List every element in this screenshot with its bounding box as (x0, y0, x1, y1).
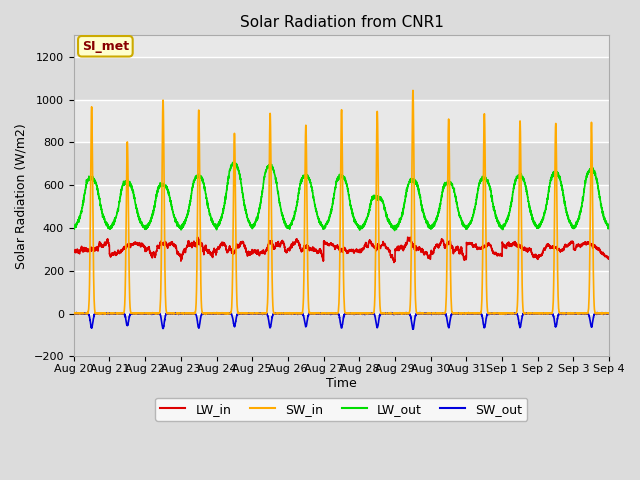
LW_out (321, 223, 329, 229)
X-axis label: Time: Time (326, 377, 357, 390)
LW_in (432, 242, 440, 248)
Title: Solar Radiation from CNR1: Solar Radiation from CNR1 (239, 15, 444, 30)
SW_out (321, 311, 329, 317)
LW_in (605, 256, 613, 262)
LW_in (605, 256, 612, 262)
Line: LW_in: LW_in (74, 237, 609, 263)
LW_out (605, 225, 613, 230)
SW_out (432, 312, 440, 317)
Y-axis label: Solar Radiation (W/m2): Solar Radiation (W/m2) (15, 123, 28, 269)
Line: LW_out: LW_out (74, 163, 609, 230)
LW_in (70, 248, 77, 254)
SW_out (73, 310, 81, 315)
LW_in (461, 253, 469, 259)
SW_in (432, 311, 440, 316)
SW_out (461, 310, 469, 316)
LW_out (229, 160, 237, 166)
LW_out (432, 219, 440, 225)
LW_out (70, 226, 77, 232)
SW_in (492, 310, 500, 316)
SW_out (605, 311, 613, 316)
Bar (74, 228, 609, 271)
LW_in (390, 260, 398, 265)
SW_in (321, 311, 329, 316)
LW_in (166, 242, 174, 248)
LW_out (391, 228, 399, 233)
SW_out (166, 311, 174, 316)
SW_out (409, 326, 417, 332)
SW_in (409, 87, 417, 93)
SW_in (166, 311, 174, 316)
SW_in (70, 311, 77, 316)
LW_out (605, 223, 612, 228)
LW_in (194, 234, 202, 240)
Bar (74, 313, 609, 356)
SW_out (605, 310, 612, 316)
Bar (74, 57, 609, 99)
LW_out (461, 224, 469, 229)
Line: SW_in: SW_in (74, 90, 609, 313)
Text: SI_met: SI_met (82, 40, 129, 53)
Line: SW_out: SW_out (74, 312, 609, 329)
LW_out (492, 212, 500, 218)
LW_in (492, 251, 500, 256)
SW_in (70, 311, 78, 316)
Legend: LW_in, SW_in, LW_out, SW_out: LW_in, SW_in, LW_out, SW_out (156, 398, 527, 420)
SW_in (461, 311, 469, 316)
LW_out (166, 195, 174, 201)
SW_out (70, 311, 77, 316)
LW_in (321, 240, 329, 246)
SW_out (492, 311, 500, 316)
Bar (74, 143, 609, 185)
SW_in (605, 311, 613, 316)
SW_in (605, 311, 612, 316)
